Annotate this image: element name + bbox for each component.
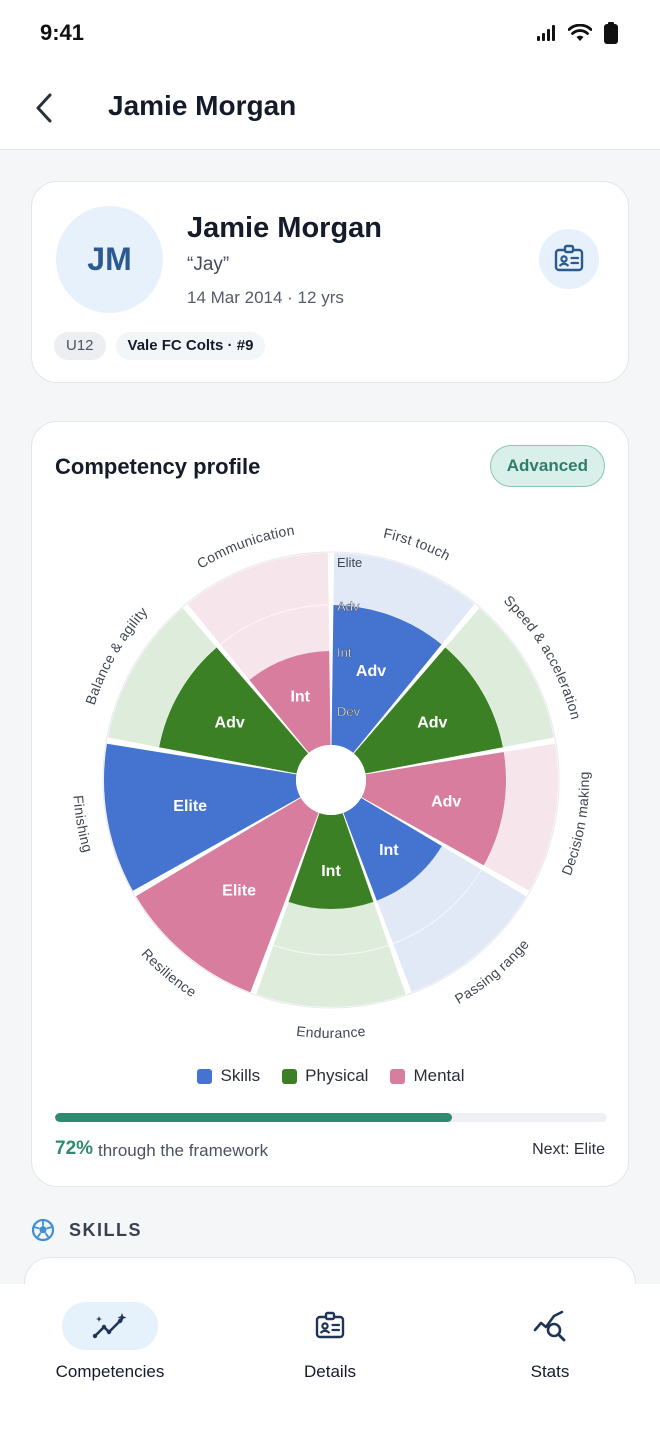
- level-badge[interactable]: Advanced: [489, 445, 605, 487]
- segment-category-label: Endurance: [295, 1023, 366, 1041]
- segment-value-label: Int: [290, 688, 310, 705]
- tab-stats-icon-wrap: [502, 1302, 598, 1350]
- wheel-outline: [102, 551, 560, 1009]
- battery-icon: [604, 22, 618, 44]
- legend-item-physical: Physical: [282, 1066, 368, 1086]
- player-name: Jamie Morgan: [187, 212, 382, 244]
- player-dob-age: 14 Mar 2014 · 12 yrs: [187, 288, 344, 307]
- competency-title: Competency profile: [55, 454, 261, 479]
- level-scale-label: Elite: [337, 555, 362, 570]
- avatar: JM: [56, 206, 163, 313]
- tab-details[interactable]: Details: [250, 1302, 410, 1382]
- segment-value-label: Adv: [356, 663, 386, 680]
- sparkle-trend-icon: [92, 1313, 127, 1339]
- bottom-navigation: Competencies Details Stats: [0, 1284, 660, 1434]
- id-card-icon: [315, 1311, 345, 1339]
- wifi-icon: [568, 24, 592, 41]
- segment-value-label: Elite: [173, 798, 207, 815]
- chart-legend: Skills Physical Mental: [32, 1066, 630, 1086]
- segment-value-label: Int: [321, 863, 341, 880]
- page-title: Jamie Morgan: [108, 90, 297, 121]
- tab-label: Competencies: [55, 1362, 165, 1381]
- segment-bar-communication[interactable]: [249, 651, 331, 753]
- segment-bar-first-touch[interactable]: [331, 605, 442, 753]
- framework-progress-fill: [55, 1113, 453, 1122]
- chevron-left-icon: [36, 93, 52, 123]
- segment-value-label: Elite: [222, 883, 256, 900]
- navigation-bar: Jamie Morgan: [0, 66, 660, 150]
- tab-competencies-icon-wrap: [62, 1302, 158, 1350]
- segment-bar-decision-making[interactable]: [361, 752, 506, 866]
- segment-category-label: First touch: [382, 525, 453, 564]
- segment-category-label: Finishing: [70, 795, 96, 855]
- legend-item-mental: Mental: [390, 1066, 465, 1086]
- segment-track-endurance: [256, 813, 406, 1007]
- tab-competencies[interactable]: Competencies: [30, 1302, 190, 1382]
- legend-swatch-physical: [282, 1068, 298, 1084]
- skills-section-title: SKILLS: [69, 1219, 143, 1240]
- segment-bar-resilience[interactable]: [136, 797, 319, 993]
- segment-bar-finishing[interactable]: [103, 743, 301, 891]
- framework-progress-bar: [55, 1113, 607, 1122]
- next-level-text: Next: Elite: [532, 1141, 605, 1158]
- segment-bar-speed-acceleration[interactable]: [353, 647, 503, 774]
- segment-bar-balance-agility[interactable]: [159, 647, 309, 774]
- level-scale-label: Dev: [337, 704, 361, 719]
- level-guide: [273, 944, 389, 956]
- signal-icon: [537, 25, 555, 41]
- level-scale-label: Int: [337, 645, 352, 660]
- progress-text: through the framework: [98, 1141, 269, 1160]
- segment-value-label: Adv: [431, 793, 461, 810]
- segment-value-label: Adv: [215, 715, 245, 732]
- progress-percent: 72%: [55, 1138, 94, 1159]
- tab-details-icon-wrap: [282, 1302, 378, 1350]
- id-card-icon: [554, 244, 584, 272]
- competency-profile-card: Competency profile Advanced Adv First tou…: [31, 421, 629, 1187]
- back-button[interactable]: [26, 88, 62, 128]
- tab-stats[interactable]: Stats: [470, 1302, 630, 1382]
- legend-item-skills: Skills: [197, 1066, 260, 1086]
- player-profile-card: JM Jamie Morgan “Jay” 14 Mar 2014 · 12 y…: [31, 181, 629, 383]
- legend-label: Mental: [413, 1066, 465, 1085]
- status-bar: 9:41: [0, 0, 660, 66]
- player-chips: U12 Vale FC Colts · #9: [54, 332, 266, 360]
- chart-search-icon: [533, 1310, 566, 1342]
- legend-swatch-mental: [390, 1068, 406, 1084]
- segment-bar-passing-range[interactable]: [343, 797, 442, 901]
- football-icon: [31, 1218, 55, 1242]
- wheel-center: [296, 745, 366, 815]
- team-chip: Vale FC Colts · #9: [115, 332, 266, 360]
- legend-label: Skills: [220, 1066, 261, 1085]
- status-time: 9:41: [40, 20, 85, 45]
- level-scale-label: Adv: [337, 599, 360, 614]
- age-group-chip: U12: [54, 332, 106, 360]
- legend-swatch-skills: [197, 1068, 213, 1084]
- legend-label: Physical: [305, 1066, 369, 1085]
- tab-label: Stats: [530, 1362, 570, 1381]
- segment-bar-endurance[interactable]: [288, 813, 374, 909]
- tab-label: Details: [304, 1362, 356, 1381]
- player-id-card-button[interactable]: [539, 229, 599, 289]
- player-nickname: “Jay”: [187, 254, 230, 275]
- segment-value-label: Int: [379, 842, 399, 859]
- skills-section-header: SKILLS: [31, 1218, 142, 1242]
- segment-category-label: Decision making: [558, 771, 592, 877]
- status-icons: [536, 22, 618, 44]
- segment-value-label: Adv: [417, 715, 447, 732]
